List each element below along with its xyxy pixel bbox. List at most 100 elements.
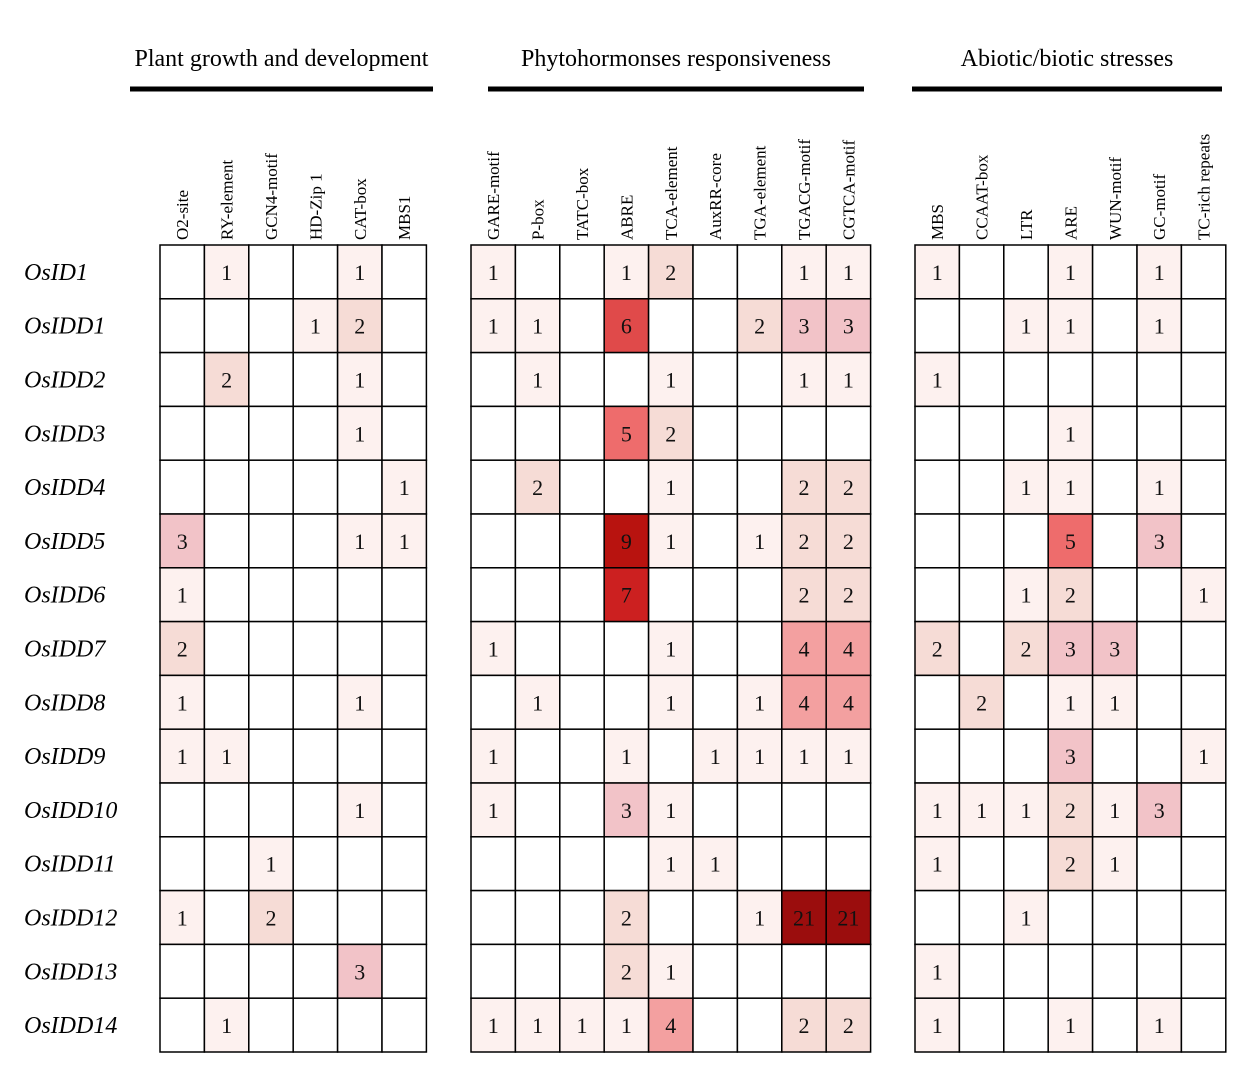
heatmap-cell — [248, 728, 294, 784]
cell-value: 1 — [932, 260, 943, 285]
column-label: ARE — [1061, 206, 1080, 240]
cell-value: 4 — [799, 690, 810, 715]
heatmap-cell — [203, 244, 250, 300]
heatmap-cell — [1003, 620, 1049, 677]
heatmap-cell — [825, 513, 872, 569]
heatmap-cell — [825, 889, 872, 946]
heatmap-cell — [514, 620, 561, 677]
heatmap-cell — [914, 620, 961, 677]
heatmap-cell — [781, 782, 827, 838]
heatmap-cell — [1091, 459, 1138, 515]
heatmap-cell — [1091, 728, 1138, 784]
cell-value: 1 — [177, 583, 188, 608]
heatmap-cell — [1091, 244, 1138, 300]
heatmap-cell — [159, 567, 206, 623]
heatmap-cell — [1136, 728, 1183, 784]
heatmap-cell — [559, 674, 605, 730]
heatmap-cell — [692, 244, 739, 300]
heatmap-cell — [1091, 513, 1138, 569]
heatmap-cell — [1091, 997, 1138, 1053]
heatmap-cell — [292, 459, 339, 515]
heatmap-cell — [1047, 351, 1094, 408]
heatmap-cell — [736, 943, 783, 999]
heatmap-cell — [470, 405, 517, 461]
heatmap-cell — [647, 943, 694, 999]
heatmap-cell — [825, 782, 872, 838]
heatmap-cell — [470, 459, 517, 515]
cell-value: 1 — [1021, 798, 1032, 823]
heatmap-cell — [781, 620, 827, 677]
heatmap-cell — [514, 244, 561, 300]
row-label: OsIDD3 — [24, 421, 105, 447]
heatmap-cell — [336, 836, 383, 892]
heatmap-cell — [825, 405, 872, 461]
heatmap-cell — [381, 782, 428, 838]
heatmap-cell — [647, 889, 694, 946]
heatmap-cell — [381, 298, 428, 354]
cell-value: 2 — [1065, 798, 1076, 823]
heatmap-cell — [159, 674, 206, 730]
cell-value: 1 — [754, 744, 765, 769]
heatmap-cell — [1180, 298, 1227, 354]
heatmap-cell — [470, 513, 517, 569]
heatmap-cell — [914, 513, 961, 569]
heatmap-cell — [1180, 459, 1227, 515]
heatmap-cell — [603, 620, 650, 677]
cell-value: 1 — [1021, 314, 1032, 339]
cell-value: 21 — [793, 906, 815, 931]
heatmap-cell — [514, 405, 561, 461]
heatmap-cell — [736, 351, 783, 408]
heatmap-cell — [381, 351, 428, 408]
cell-value: 1 — [354, 529, 365, 554]
cell-value: 1 — [488, 260, 499, 285]
group-title: Phytohormonses responsiveness — [521, 46, 831, 72]
column-label: P-box — [529, 199, 548, 240]
cell-value: 1 — [266, 852, 277, 877]
heatmap-cell — [559, 244, 605, 300]
heatmap-cell — [336, 943, 383, 999]
heatmap-cell — [603, 513, 650, 569]
heatmap-cell — [381, 674, 428, 730]
cell-value: 1 — [1154, 260, 1165, 285]
heatmap-cell — [1136, 889, 1183, 946]
column-label: TATC-box — [573, 167, 592, 240]
column-label: TGACG-motif — [795, 139, 814, 240]
cell-value: 1 — [1021, 583, 1032, 608]
heatmap-cell — [248, 674, 294, 730]
heatmap-cell — [825, 620, 872, 677]
heatmap-cell — [1136, 459, 1183, 515]
heatmap-cell — [514, 836, 561, 892]
heatmap-cell — [336, 997, 383, 1053]
cell-value: 1 — [843, 744, 854, 769]
heatmap-cell — [1180, 836, 1227, 892]
cell-value: 3 — [621, 798, 632, 823]
heatmap-cell — [647, 459, 694, 515]
heatmap-cell — [781, 943, 827, 999]
cell-value: 2 — [1065, 583, 1076, 608]
heatmap-cell — [692, 674, 739, 730]
heatmap-cell — [292, 567, 339, 623]
heatmap-cell — [559, 997, 605, 1053]
heatmap-cell — [1003, 674, 1049, 730]
heatmap-cell — [692, 836, 739, 892]
heatmap-cell — [1180, 943, 1227, 999]
heatmap-cell — [248, 997, 294, 1053]
heatmap-cell — [248, 782, 294, 838]
heatmap-cell — [603, 298, 650, 354]
cell-value: 1 — [1021, 906, 1032, 931]
heatmap-cell — [1003, 513, 1049, 569]
cell-value: 4 — [665, 1013, 676, 1038]
cell-value: 5 — [621, 421, 632, 446]
heatmap-cell — [203, 997, 250, 1053]
row-label: OsIDD2 — [24, 368, 105, 394]
heatmap-cell — [958, 244, 1005, 300]
cell-value: 3 — [799, 314, 810, 339]
cell-value: 2 — [665, 260, 676, 285]
heatmap-cell — [692, 997, 739, 1053]
cell-value: 2 — [177, 637, 188, 662]
row-label: OsIDD4 — [24, 475, 105, 501]
heatmap-cell — [736, 513, 783, 569]
heatmap-cell — [159, 244, 206, 300]
column-label: ABRE — [617, 195, 636, 240]
cell-value: 2 — [1065, 852, 1076, 877]
